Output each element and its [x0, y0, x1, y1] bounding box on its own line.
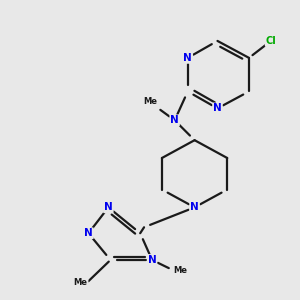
Text: N: N [190, 202, 199, 212]
Text: Me: Me [144, 97, 158, 106]
Text: Me: Me [74, 278, 88, 287]
Text: N: N [84, 228, 93, 238]
Text: N: N [148, 255, 157, 265]
Text: N: N [170, 115, 179, 125]
Text: N: N [213, 103, 222, 113]
Text: Cl: Cl [266, 36, 276, 46]
Text: Me: Me [174, 266, 188, 275]
Text: N: N [183, 53, 192, 63]
Text: N: N [104, 202, 113, 212]
